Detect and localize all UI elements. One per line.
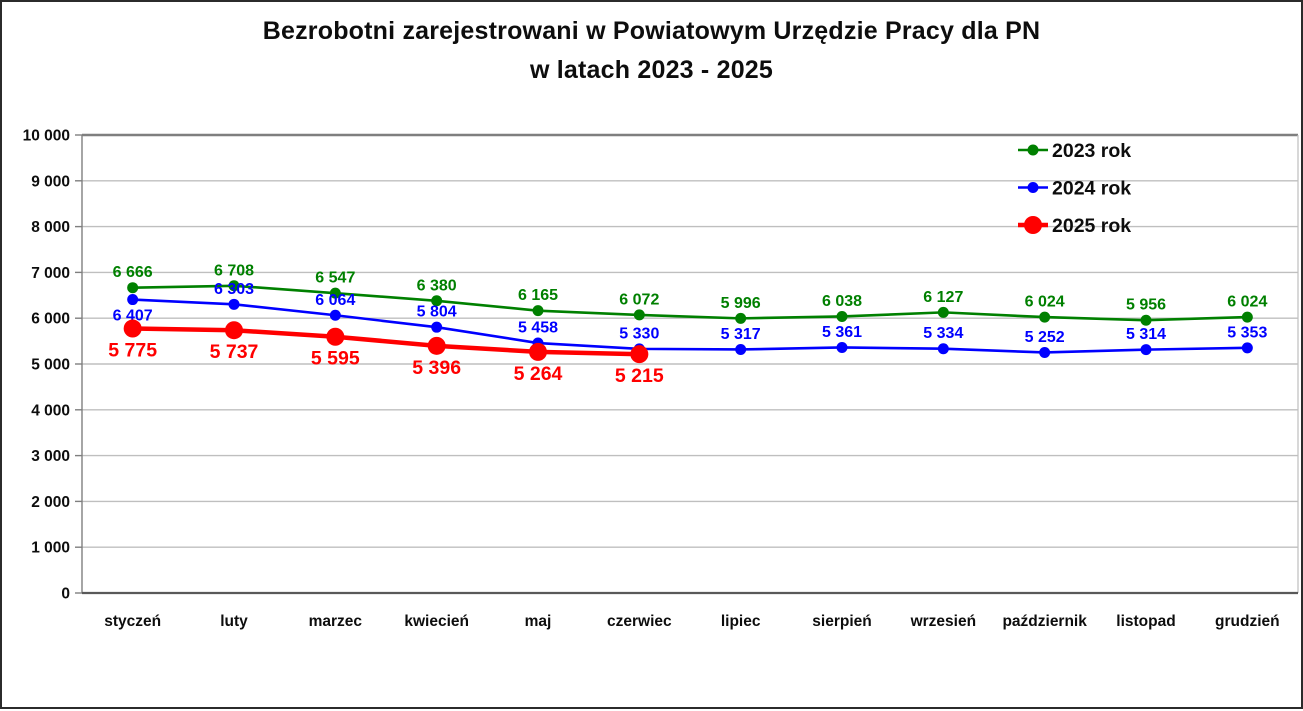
x-axis-label-marzec: marzec <box>309 613 363 630</box>
data-point-label-2024-marzec: 6 064 <box>315 292 355 309</box>
legend-marker-2024 <box>1027 182 1039 193</box>
data-point-label-2024-czerwiec: 5 330 <box>619 325 659 342</box>
x-axis-label-sierpień: sierpień <box>812 613 871 630</box>
data-point-label-2023-listopad: 5 956 <box>1126 297 1166 314</box>
legend-label-2023: 2023 rok <box>1052 140 1131 162</box>
y-axis-label: 2 000 <box>31 494 70 511</box>
x-axis-label-wrzesień: wrzesień <box>910 613 976 630</box>
data-point-2024-styczeń <box>127 294 139 306</box>
y-axis-label: 10 000 <box>23 128 70 145</box>
data-point-label-2025-luty: 5 737 <box>210 341 259 363</box>
data-point-label-2024-luty: 6 303 <box>214 281 254 298</box>
legend-label-2025: 2025 rok <box>1052 215 1131 237</box>
data-point-2024-grudzień <box>1241 342 1253 354</box>
x-axis-label-lipiec: lipiec <box>721 613 761 630</box>
data-point-2023-marzec <box>329 287 341 299</box>
data-point-label-2024-listopad: 5 314 <box>1126 326 1166 343</box>
series-line-2023 <box>132 284 1248 322</box>
data-point-2024-lipiec <box>735 343 747 355</box>
data-point-2024-październik <box>1039 346 1051 358</box>
legend-marker-2025 <box>1024 216 1042 234</box>
x-axis-label-kwiecień: kwiecień <box>404 613 469 630</box>
data-point-label-2024-maj: 5 458 <box>518 320 558 337</box>
data-point-2025-maj <box>529 342 547 361</box>
data-point-label-2023-kwiecień: 6 380 <box>417 277 457 294</box>
y-axis-label: 8 000 <box>31 219 70 236</box>
data-point-label-2025-kwiecień: 5 396 <box>412 357 461 379</box>
x-axis-label-październik: październik <box>1002 613 1087 630</box>
data-point-label-2024-sierpień: 5 361 <box>822 324 862 341</box>
data-point-label-2025-maj: 5 264 <box>514 363 563 385</box>
data-point-label-2024-kwiecień: 5 804 <box>417 304 457 321</box>
chart-title-line1: Bezrobotni zarejestrowani w Powiatowym U… <box>262 17 1041 45</box>
data-point-label-2023-styczeń: 6 666 <box>113 264 153 281</box>
data-point-2025-luty <box>225 321 243 340</box>
series-line-2025 <box>132 326 640 357</box>
data-point-label-2024-październik: 5 252 <box>1025 329 1065 346</box>
data-point-2024-luty <box>228 298 240 310</box>
data-point-2023-kwiecień <box>431 295 443 307</box>
y-axis-label: 9 000 <box>31 173 70 190</box>
data-point-2025-kwiecień <box>427 336 446 355</box>
data-point-2024-wrzesień <box>937 343 949 355</box>
data-point-label-2024-wrzesień: 5 334 <box>923 325 963 342</box>
data-point-label-2023-lipiec: 5 996 <box>721 295 761 312</box>
data-point-label-2024-grudzień: 5 353 <box>1227 324 1267 341</box>
data-point-label-2024-lipiec: 5 317 <box>721 326 761 343</box>
y-axis-label: 1 000 <box>31 540 70 557</box>
data-point-2023-listopad <box>1140 314 1152 326</box>
data-point-2025-marzec <box>326 327 345 346</box>
data-point-2023-luty <box>228 280 240 292</box>
data-point-2024-listopad <box>1140 344 1152 356</box>
chart-title: Bezrobotni zarejestrowani w Powiatowym U… <box>2 12 1301 90</box>
data-point-label-2023-październik: 6 024 <box>1025 294 1065 311</box>
x-axis-label-maj: maj <box>525 613 552 630</box>
data-point-2023-sierpień <box>836 310 848 322</box>
data-point-2023-styczeń <box>127 282 139 294</box>
data-point-label-2023-grudzień: 6 024 <box>1227 294 1267 311</box>
data-point-label-2024-styczeń: 6 407 <box>113 308 153 325</box>
data-point-2024-marzec <box>329 309 341 321</box>
chart-title-line2: w latach 2023 - 2025 <box>529 56 774 84</box>
data-point-label-2023-sierpień: 6 038 <box>822 293 862 310</box>
data-point-2023-wrzesień <box>937 306 949 318</box>
data-point-2023-maj <box>532 305 544 317</box>
legend-marker-2023 <box>1027 144 1039 156</box>
y-axis-label: 6 000 <box>31 311 70 328</box>
data-point-2023-lipiec <box>735 312 747 324</box>
x-axis-label-grudzień: grudzień <box>1215 613 1280 630</box>
data-point-2024-kwiecień <box>431 321 443 333</box>
data-point-label-2025-marzec: 5 595 <box>311 348 360 370</box>
data-point-2024-sierpień <box>836 341 848 353</box>
data-point-2023-czerwiec <box>633 309 645 321</box>
y-axis-label: 4 000 <box>31 402 70 419</box>
data-point-label-2023-luty: 6 708 <box>214 262 254 279</box>
series-line-2024 <box>132 298 1248 354</box>
data-point-label-2023-czerwiec: 6 072 <box>619 291 659 308</box>
x-axis-label-styczeń: styczeń <box>104 613 161 630</box>
x-axis-label-czerwiec: czerwiec <box>607 613 672 630</box>
legend-label-2024: 2024 rok <box>1052 178 1131 200</box>
data-point-label-2023-marzec: 6 547 <box>315 270 355 287</box>
y-axis-label: 3 000 <box>31 448 70 465</box>
data-point-2025-styczeń <box>123 319 142 338</box>
data-point-2025-czerwiec <box>630 345 649 364</box>
x-axis-label-listopad: listopad <box>1116 613 1175 630</box>
data-point-label-2025-styczeń: 5 775 <box>108 340 157 362</box>
data-point-label-2023-wrzesień: 6 127 <box>923 289 963 306</box>
y-axis-label: 5 000 <box>31 357 70 374</box>
x-axis-label-luty: luty <box>220 613 248 630</box>
y-axis-label: 7 000 <box>31 265 70 282</box>
y-axis-label: 0 <box>61 586 70 603</box>
data-point-label-2025-czerwiec: 5 215 <box>615 365 664 387</box>
data-point-2023-październik <box>1039 311 1051 323</box>
data-point-2023-grudzień <box>1241 311 1253 323</box>
data-point-label-2023-maj: 6 165 <box>518 287 558 304</box>
